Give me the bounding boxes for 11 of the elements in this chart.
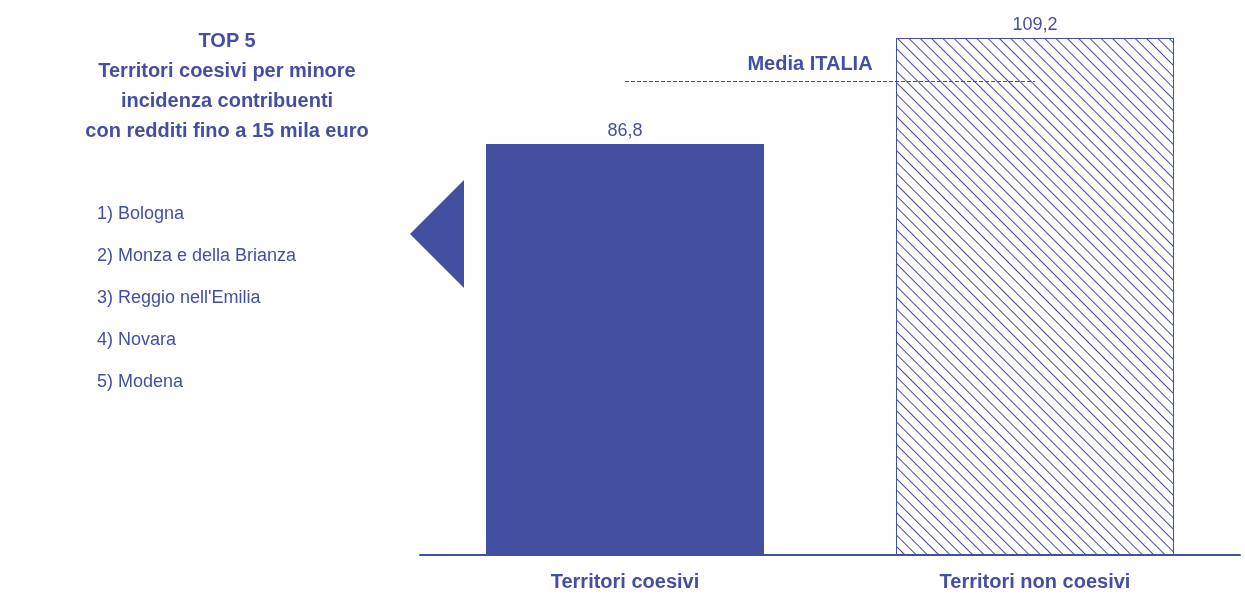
data-label: 86,8 (607, 120, 643, 141)
text: 5) Modena (97, 371, 185, 391)
x-tick-label: Territori coesivi (550, 570, 700, 592)
data-label: 109,2 (1012, 14, 1058, 34)
text: 3) Reggio nell'Emilia (97, 287, 262, 307)
text: TOP 5 Territori coesivi per minore incidenza contribuenti con redditi fino a 15 mila euro (85, 29, 369, 141)
text: 2) Monza e della Brianza (97, 245, 298, 265)
text: 1) Bologna (97, 203, 186, 223)
text: 4) Novara (97, 329, 178, 349)
ref-line-label: Media ITALIA (747, 51, 873, 74)
x-tick-label: Territori non coesivi (939, 570, 1131, 592)
